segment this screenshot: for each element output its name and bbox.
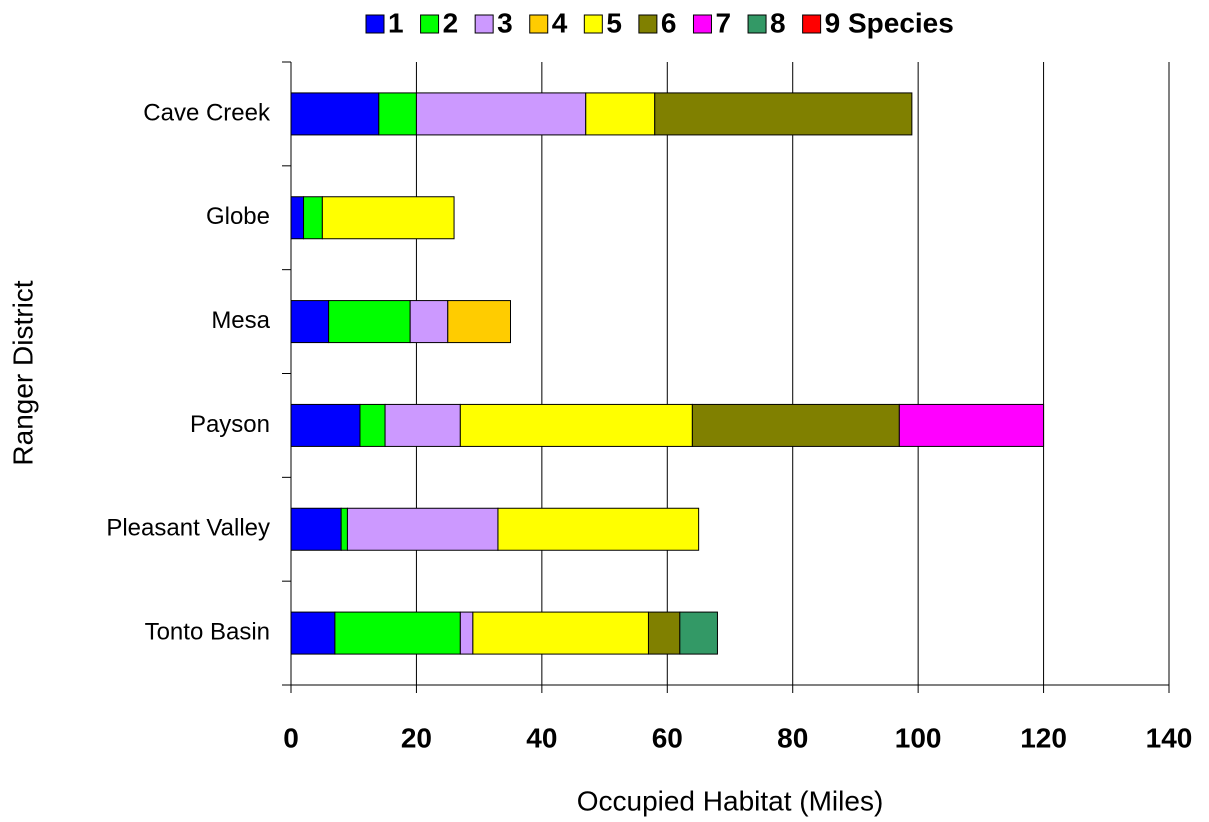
legend-label: 4 [552, 7, 568, 38]
bar-segment [290, 196, 305, 240]
x-tick-label: 140 [1146, 722, 1193, 753]
bar-segment [459, 611, 474, 655]
bar-segment [415, 92, 587, 136]
x-axis-title: Occupied Habitat (Miles) [577, 785, 884, 816]
bar-segment [334, 611, 461, 655]
bar-segment [359, 403, 386, 447]
legend-swatch [529, 14, 549, 34]
bar-segment [384, 403, 461, 447]
bar-segment [691, 403, 900, 447]
legend-swatch [802, 14, 822, 34]
x-tick-label: 100 [895, 722, 942, 753]
legend-label: 1 [388, 7, 404, 38]
x-tick-label: 80 [777, 722, 808, 753]
bar-segment [497, 507, 700, 551]
legend-swatch [583, 14, 603, 34]
bar-segment [378, 92, 417, 136]
legend-label: 9 Species [825, 7, 954, 38]
y-axis-title: Ranger District [7, 280, 38, 465]
bar-segment [447, 300, 511, 344]
bar-segment [290, 507, 342, 551]
y-tick-label: Payson [190, 411, 270, 438]
bar-segment [585, 92, 656, 136]
bar-segment [290, 300, 330, 344]
bar-segment [459, 403, 693, 447]
y-tick-label: Tonto Basin [145, 618, 270, 645]
bar-segment [472, 611, 649, 655]
bar-segment [321, 196, 455, 240]
y-tick-label: Mesa [211, 307, 270, 334]
y-tick-label: Pleasant Valley [106, 515, 270, 542]
bar-segment [290, 92, 380, 136]
bar-segment [898, 403, 1045, 447]
bar-segment [346, 507, 499, 551]
bar-segment [409, 300, 449, 344]
legend-label: 7 [715, 7, 731, 38]
x-tick-label: 120 [1020, 722, 1067, 753]
x-tick-label: 20 [401, 722, 432, 753]
legend-swatch [638, 14, 658, 34]
x-tick-label: 40 [526, 722, 557, 753]
bar-segment [654, 92, 913, 136]
legend-swatch [747, 14, 767, 34]
y-tick-label: Globe [206, 203, 270, 230]
legend-label: 2 [443, 7, 459, 38]
bar-segment [303, 196, 323, 240]
legend-swatch [692, 14, 712, 34]
legend-label: 6 [661, 7, 677, 38]
bar-segment [679, 611, 718, 655]
legend-swatch [474, 14, 494, 34]
bar-segment [340, 507, 348, 551]
y-tick-label: Cave Creek [143, 99, 271, 126]
legend-swatch [365, 14, 385, 34]
legend-label: 5 [606, 7, 622, 38]
legend-label: 8 [770, 7, 786, 38]
bar-segment [290, 403, 361, 447]
x-tick-label: 60 [652, 722, 683, 753]
x-tick-label: 0 [283, 722, 299, 753]
bar-segment [290, 611, 336, 655]
bar-segment [328, 300, 411, 344]
bar-segment [647, 611, 681, 655]
legend-swatch [420, 14, 440, 34]
legend-label: 3 [497, 7, 513, 38]
